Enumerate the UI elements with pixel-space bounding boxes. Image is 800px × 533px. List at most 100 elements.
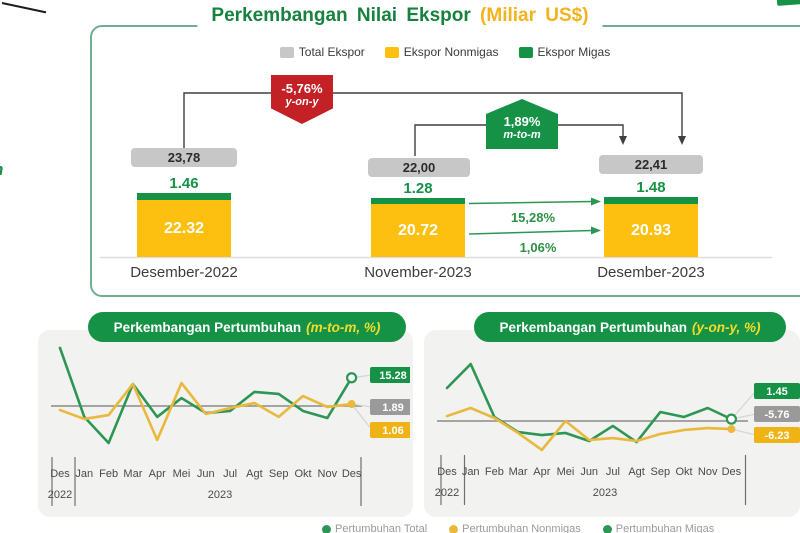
total-swatch — [279, 46, 294, 58]
month-tick-label: Des — [50, 468, 70, 480]
mtm-header-text: Perkembangan Pertumbuhan — [113, 319, 302, 335]
end-value-text: 1.45 — [766, 386, 787, 398]
nonmigas-end-marker — [727, 425, 736, 434]
year-label: 2022 — [435, 487, 459, 499]
month-tick-label: Des — [722, 466, 742, 478]
bar-group-des-2022: 23,78 1.46 22.32 Desember-2022 — [122, 140, 246, 281]
end-value-badge — [370, 399, 410, 415]
yoy-change-label: y-on-y — [285, 96, 319, 108]
footer-legend-item: Pertumbuhan Migas — [602, 523, 715, 533]
migas-value-label: 1.48 — [636, 179, 666, 196]
badge-connector — [730, 390, 757, 420]
footer-legend-label: Pertumbuhan Nonmigas — [462, 523, 581, 533]
period-label: Desember-2022 — [130, 264, 238, 281]
migas-bar-segment — [604, 197, 698, 204]
legend-item-total: Total Ekspor — [279, 45, 365, 59]
migas-dot-icon — [602, 524, 612, 533]
badge-connector — [351, 403, 373, 431]
year-label: 2023 — [593, 487, 617, 499]
yoy-chart-card — [424, 330, 800, 517]
series-line-migas — [58, 346, 353, 445]
footer-legend: Pertumbuhan Total Pertumbuhan Nonmigas P… — [322, 523, 714, 533]
bar-group-nov-2023: 22,00 1.28 20.72 November-2023 — [356, 140, 480, 281]
month-tick-label: Nov — [698, 466, 718, 478]
end-value-badge — [754, 406, 800, 422]
footer-legend-item: Pertumbuhan Nonmigas — [449, 523, 581, 533]
series-line-nonmigas — [445, 406, 733, 452]
year-label: 2023 — [208, 489, 232, 501]
total-export-badge: 23,78 — [131, 148, 237, 167]
migas-end-marker — [725, 413, 737, 425]
legend-label: Total Ekspor — [298, 45, 365, 59]
mtm-line-chart: Des Jan Feb Mar Apr Mei Jun Jul Agt Sep Okt Nov Des 2… — [48, 346, 410, 506]
end-value-badge — [370, 422, 410, 438]
stacked-bar: 20.93 — [604, 197, 698, 257]
legend-label: Ekspor Migas — [537, 45, 611, 59]
end-value-text: 1.89 — [382, 402, 403, 414]
month-tick-label: Des — [437, 466, 457, 478]
month-tick-label: Mar — [123, 468, 142, 480]
footer-legend-item: Pertumbuhan Total — [322, 523, 427, 533]
month-tick-label: Jun — [197, 468, 215, 480]
nonmigas-bar-segment: 20.72 — [371, 204, 465, 257]
total-export-badge: 22,00 — [368, 158, 470, 177]
mtm-change-value: 1,89% — [503, 114, 541, 129]
nonmigas-growth-label: 1,06% — [519, 240, 557, 255]
decor-diagonal-line — [1, 2, 47, 14]
migas-bar-segment — [137, 193, 231, 200]
month-tick-label: Jan — [462, 466, 480, 478]
month-tick-label: Agt — [246, 468, 263, 480]
nonmigas-dot-icon — [449, 524, 459, 533]
legend-item-nonmigas: Ekspor Nonmigas — [384, 45, 499, 59]
stacked-bar: 20.72 — [371, 198, 465, 257]
month-tick-label: Apr — [533, 466, 550, 478]
end-value-badge — [754, 427, 800, 443]
mtm-change-label: m-to-m — [503, 129, 541, 141]
total-dot-icon — [322, 524, 331, 533]
end-value-badge — [754, 383, 800, 399]
bar-group-des-2023: 22,41 1.48 20.93 Desember-2023 — [589, 140, 713, 281]
month-tick-label: Feb — [485, 466, 504, 478]
mtm-header-accent: (m-to-m, %) — [306, 319, 381, 335]
page-title-unit: (Miliar US$) — [480, 5, 589, 26]
migas-value-label: 1.46 — [169, 175, 199, 192]
legend-label: Ekspor Nonmigas — [403, 45, 499, 59]
month-tick-label: Jun — [580, 466, 598, 478]
stacked-bar: 22.32 — [137, 193, 231, 257]
page-title: Perkembangan Nilai Ekspor (Miliar US$) — [197, 5, 603, 27]
month-tick-label: Mei — [173, 468, 191, 480]
end-value-text: 15.28 — [379, 370, 407, 382]
nonmigas-bar-segment: 22.32 — [137, 200, 231, 257]
yoy-header-accent: (y-on-y, %) — [692, 319, 761, 335]
month-tick-label: Jan — [75, 468, 93, 480]
migas-value-label: 1.28 — [403, 180, 433, 197]
period-label: Desember-2023 — [597, 264, 705, 281]
month-tick-label: Sep — [651, 466, 671, 478]
yoy-change-value: -5,76% — [281, 81, 323, 96]
legend: Total Ekspor Ekspor Nonmigas Ekspor Miga… — [90, 45, 800, 59]
migas-growth-label: 15,28% — [510, 210, 556, 225]
decor-corner-shape — [776, 0, 800, 6]
month-tick-label: Okt — [675, 466, 692, 478]
end-value-text: -5.76 — [764, 409, 789, 421]
month-tick-label: Des — [342, 468, 362, 480]
footer-legend-label: Pertumbuhan Migas — [615, 523, 715, 533]
migas-end-marker — [346, 372, 358, 384]
month-tick-label: Okt — [294, 468, 311, 480]
mtm-chart-header: Perkembangan Pertumbuhan (m-to-m, %) — [88, 312, 406, 342]
period-label: November-2023 — [364, 264, 472, 281]
month-tick-label: Sep — [269, 468, 289, 480]
month-tick-label: Mar — [509, 466, 528, 478]
nonmigas-swatch — [384, 46, 399, 58]
total-export-badge: 22,41 — [599, 155, 703, 174]
footer-legend-label: Pertumbuhan Total — [335, 523, 428, 533]
month-tick-label: Nov — [318, 468, 338, 480]
month-tick-label: Apr — [149, 468, 166, 480]
month-tick-label: Feb — [99, 468, 118, 480]
yoy-line-chart: Des Jan Feb Mar Apr Mei Jun Jul Agt Sep Okt Nov Des 2… — [435, 362, 800, 505]
series-line-nonmigas — [58, 381, 353, 442]
decor-left-text-fragment-top: n — [0, 160, 3, 180]
page-title-text: Perkembangan Nilai Ekspor — [211, 5, 471, 26]
migas-swatch — [518, 46, 533, 58]
